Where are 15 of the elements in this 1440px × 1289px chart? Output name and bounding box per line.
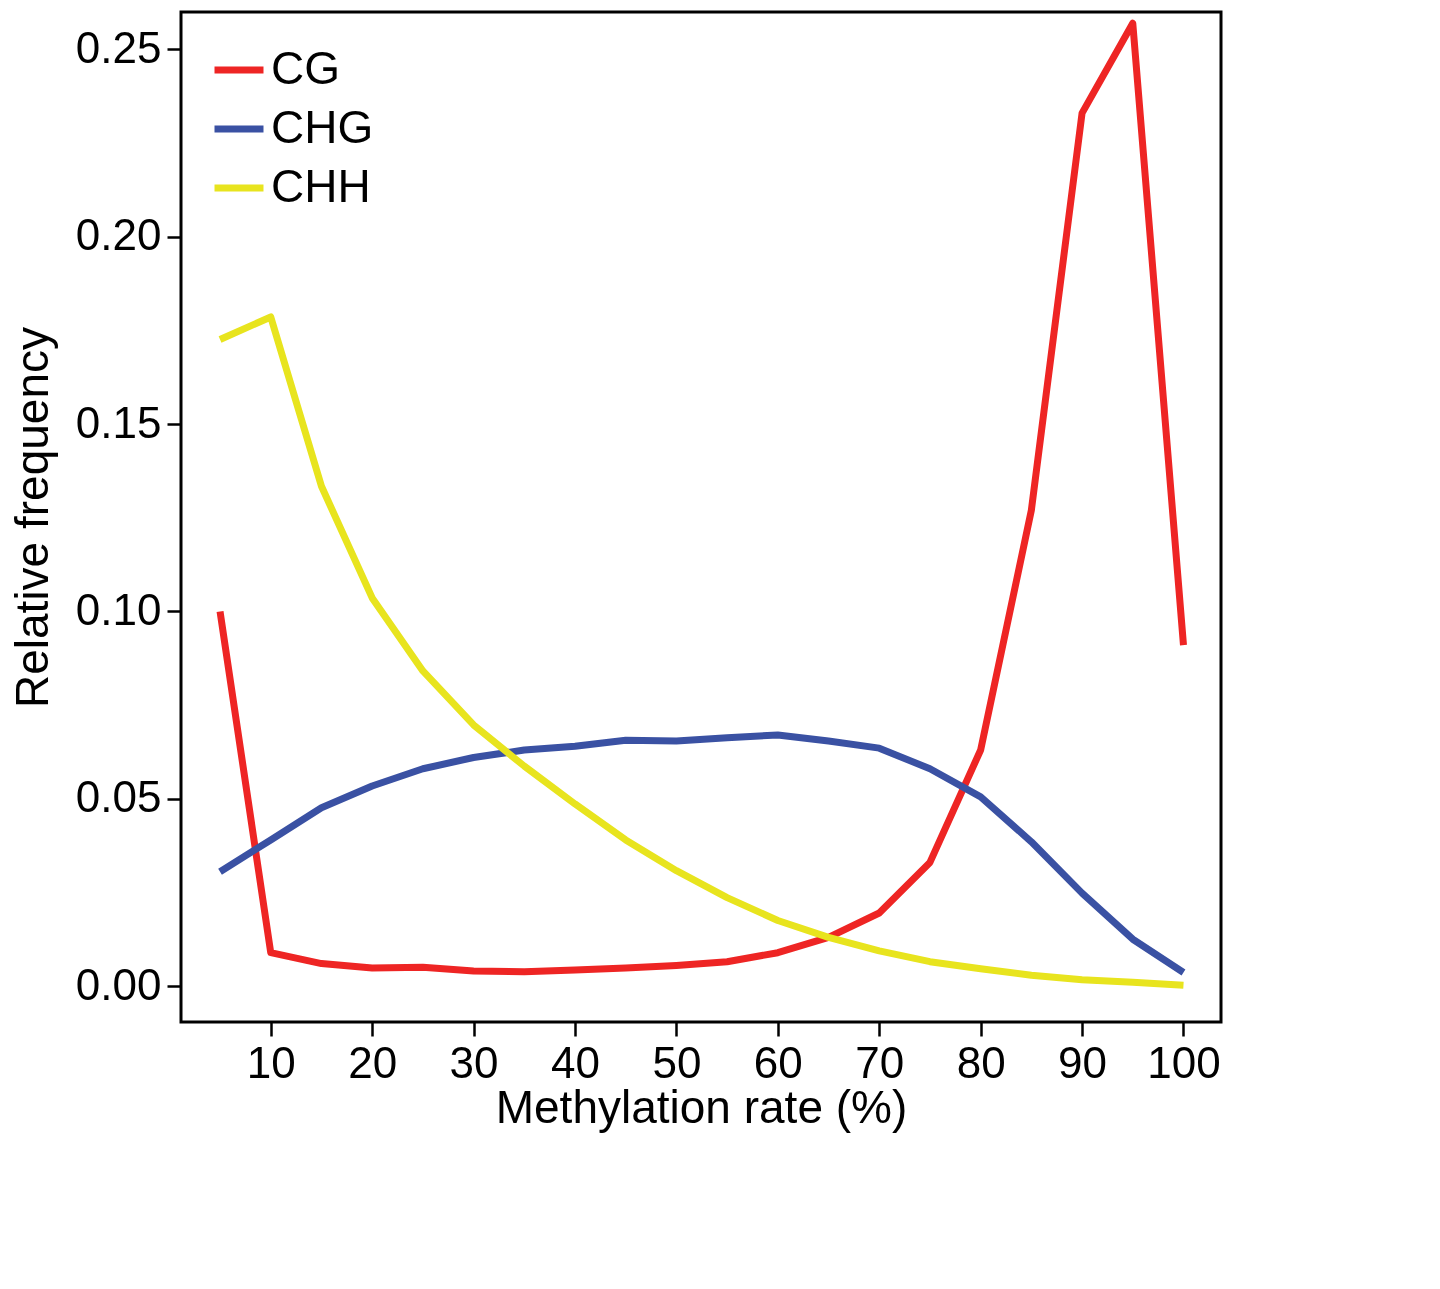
y-axis-title: Relative frequency: [5, 327, 58, 708]
legend-label: CHG: [271, 101, 374, 153]
y-tick-label: 0.05: [75, 772, 162, 822]
x-tick-label: 90: [1058, 1037, 1108, 1087]
y-tick-label: 0.25: [75, 22, 162, 72]
x-tick-label: 100: [1147, 1037, 1221, 1087]
legend-label: CG: [271, 42, 340, 94]
y-tick-label: 0.10: [75, 584, 162, 634]
y-tick-label: 0.15: [75, 397, 162, 447]
x-tick-label: 80: [956, 1037, 1006, 1087]
x-tick-label: 20: [348, 1037, 398, 1087]
y-tick-label: 0.00: [75, 959, 162, 1009]
legend-label: CHH: [271, 160, 371, 212]
x-tick-label: 10: [246, 1037, 296, 1087]
y-tick-label: 0.20: [75, 210, 162, 260]
